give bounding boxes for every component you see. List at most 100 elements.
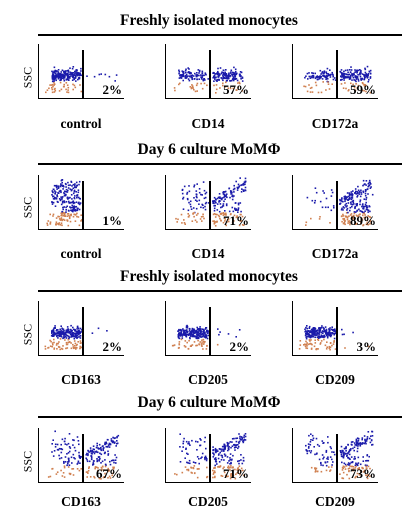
event-dot bbox=[187, 67, 189, 69]
event-dot bbox=[72, 444, 74, 446]
event-dot bbox=[179, 82, 181, 85]
event-dot bbox=[355, 475, 357, 478]
event-dot bbox=[97, 327, 100, 330]
event-dot bbox=[347, 71, 349, 74]
event-dot bbox=[186, 341, 188, 344]
event-dot bbox=[355, 70, 357, 72]
event-dot bbox=[102, 449, 105, 452]
event-dot bbox=[228, 77, 230, 80]
event-dot bbox=[58, 215, 60, 218]
percent-positive-label: 3% bbox=[356, 339, 377, 354]
event-dot bbox=[329, 327, 331, 329]
event-dot bbox=[239, 435, 241, 438]
event-dot bbox=[60, 212, 62, 215]
event-dot bbox=[56, 348, 58, 350]
event-dot bbox=[96, 451, 98, 453]
event-dot bbox=[314, 332, 316, 334]
event-dot bbox=[320, 462, 322, 464]
event-dot bbox=[223, 450, 225, 452]
event-dot bbox=[240, 459, 242, 461]
event-dot bbox=[231, 458, 233, 461]
event-dot bbox=[238, 75, 241, 77]
event-dot bbox=[219, 87, 221, 89]
event-dot bbox=[348, 193, 351, 195]
event-dot bbox=[231, 71, 234, 74]
event-dot bbox=[218, 201, 220, 203]
event-dot bbox=[359, 203, 361, 206]
event-dot bbox=[216, 72, 218, 75]
event-dot bbox=[67, 213, 70, 215]
event-dot bbox=[346, 218, 349, 221]
event-dot bbox=[76, 215, 78, 218]
event-dot bbox=[341, 333, 344, 336]
event-dot bbox=[204, 336, 206, 338]
event-dot bbox=[329, 74, 331, 77]
event-dot bbox=[333, 206, 335, 209]
event-dot bbox=[223, 77, 226, 79]
event-dot bbox=[232, 454, 234, 457]
event-dot bbox=[364, 68, 367, 71]
event-dot bbox=[217, 76, 220, 78]
event-dot bbox=[175, 217, 177, 220]
event-dot bbox=[326, 461, 329, 463]
event-dot bbox=[56, 443, 59, 446]
event-dot bbox=[191, 85, 194, 87]
event-dot bbox=[347, 199, 349, 201]
section-divider bbox=[38, 34, 402, 36]
event-dot bbox=[196, 78, 198, 81]
event-dot bbox=[187, 453, 189, 455]
event-dot bbox=[68, 73, 71, 76]
event-dot bbox=[217, 70, 219, 73]
event-dot bbox=[66, 443, 68, 446]
event-dot bbox=[343, 454, 345, 457]
event-dot bbox=[203, 331, 205, 334]
event-dot bbox=[181, 74, 183, 76]
event-dot bbox=[198, 69, 201, 72]
event-dot bbox=[198, 188, 201, 190]
event-dot bbox=[67, 328, 69, 330]
event-dot bbox=[96, 460, 98, 463]
event-dot bbox=[212, 456, 215, 458]
event-dot bbox=[314, 187, 317, 189]
event-dot bbox=[189, 328, 191, 330]
event-dot bbox=[54, 333, 57, 336]
event-dot bbox=[309, 87, 312, 89]
event-dot bbox=[52, 335, 55, 337]
event-dot bbox=[57, 329, 59, 331]
event-dot bbox=[68, 214, 70, 217]
scatter-plot bbox=[292, 44, 378, 99]
event-dot bbox=[306, 452, 309, 455]
event-dot bbox=[362, 224, 365, 226]
event-dot bbox=[65, 347, 67, 350]
event-dot bbox=[365, 74, 367, 77]
event-dot bbox=[343, 447, 346, 450]
event-dot bbox=[56, 75, 58, 77]
event-dot bbox=[238, 462, 240, 465]
event-dot bbox=[324, 206, 327, 209]
event-dot bbox=[325, 348, 328, 350]
event-dot bbox=[67, 341, 70, 344]
event-dot bbox=[183, 219, 185, 221]
event-dot bbox=[342, 76, 344, 78]
event-dot bbox=[348, 453, 351, 456]
event-dot bbox=[182, 328, 184, 330]
event-dot bbox=[64, 456, 67, 458]
event-dot bbox=[349, 74, 352, 77]
event-dot bbox=[315, 330, 318, 332]
event-dot bbox=[46, 224, 49, 226]
event-dot bbox=[56, 76, 59, 78]
event-dot bbox=[67, 442, 70, 445]
section-title: Day 6 culture MoMΦ bbox=[137, 394, 281, 411]
event-dot bbox=[356, 475, 358, 478]
event-dot bbox=[320, 73, 322, 75]
event-dot bbox=[55, 197, 57, 199]
event-dot bbox=[212, 213, 215, 216]
event-dot bbox=[320, 91, 323, 94]
event-dot bbox=[327, 73, 329, 75]
event-dot bbox=[347, 195, 350, 198]
event-dot bbox=[356, 71, 358, 74]
section-divider bbox=[38, 416, 402, 418]
event-dot bbox=[63, 213, 66, 216]
event-dot bbox=[204, 457, 206, 459]
event-dot bbox=[67, 331, 70, 334]
